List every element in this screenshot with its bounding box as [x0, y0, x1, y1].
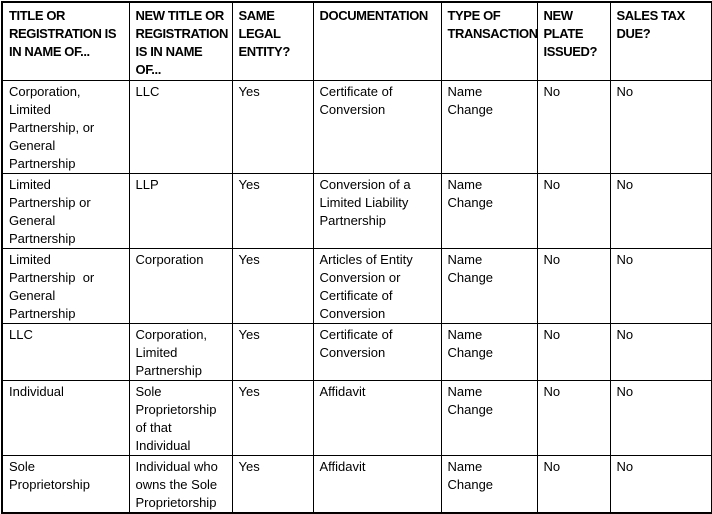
cell-type-of-transaction: Name Change: [440, 79, 538, 174]
column-header-new-plate-issued: NEW PLATE ISSUED?: [536, 1, 611, 81]
cell-new-name: Corporation, Limited Partnership: [128, 322, 233, 381]
cell-same-legal-entity: Yes: [231, 379, 314, 456]
cell-type-of-transaction: Name Change: [440, 247, 538, 324]
table-row: Corporation, Limited Partnership, or Gen…: [1, 79, 712, 174]
cell-new-name: Individual who owns the Sole Proprietors…: [128, 454, 233, 513]
cell-type-of-transaction: Name Change: [440, 322, 538, 381]
cell-old-name: Limited Partnership or General Partnersh…: [1, 172, 130, 249]
column-header-documentation: DOCUMENTATION: [312, 1, 442, 81]
table-row: Limited Partnership or General Partnersh…: [1, 247, 712, 324]
cell-same-legal-entity: Yes: [231, 247, 314, 324]
cell-old-name: Sole Proprietorship: [1, 454, 130, 513]
cell-documentation: Certificate of Conversion: [312, 79, 442, 174]
cell-documentation: Affidavit: [312, 454, 442, 513]
table-row: Individual Sole Proprietorship of that I…: [1, 379, 712, 456]
cell-documentation: Articles of Entity Conversion or Certifi…: [312, 247, 442, 324]
cell-sales-tax-due: No: [609, 172, 712, 249]
cell-new-plate-issued: No: [536, 454, 611, 513]
table-row: Sole Proprietorship Individual who owns …: [1, 454, 712, 513]
cell-new-plate-issued: No: [536, 79, 611, 174]
cell-same-legal-entity: Yes: [231, 79, 314, 174]
cell-old-name: Individual: [1, 379, 130, 456]
cell-new-plate-issued: No: [536, 322, 611, 381]
column-header-same-legal-entity: SAME LEGAL ENTITY?: [231, 1, 314, 81]
cell-new-plate-issued: No: [536, 379, 611, 456]
cell-sales-tax-due: No: [609, 322, 712, 381]
cell-sales-tax-due: No: [609, 454, 712, 513]
column-header-new-title-registration-in-name-of: NEW TITLE OR REGISTRATION IS IN NAME OF.…: [128, 1, 233, 81]
table-row: LLC Corporation, Limited Partnership Yes…: [1, 322, 712, 381]
cell-new-plate-issued: No: [536, 172, 611, 249]
cell-old-name: Corporation, Limited Partnership, or Gen…: [1, 79, 130, 174]
table-row: Limited Partnership or General Partnersh…: [1, 172, 712, 249]
cell-old-name: Limited Partnership or General Partnersh…: [1, 247, 130, 324]
column-header-sales-tax-due: SALES TAX DUE?: [609, 1, 712, 81]
cell-sales-tax-due: No: [609, 79, 712, 174]
cell-sales-tax-due: No: [609, 247, 712, 324]
cell-documentation: Certificate of Conversion: [312, 322, 442, 381]
cell-new-name: Sole Proprietorship of that Individual: [128, 379, 233, 456]
cell-same-legal-entity: Yes: [231, 172, 314, 249]
cell-sales-tax-due: No: [609, 379, 712, 456]
column-header-title-registration-in-name-of: TITLE OR REGISTRATION IS IN NAME OF...: [1, 1, 130, 81]
cell-old-name: LLC: [1, 322, 130, 381]
cell-type-of-transaction: Name Change: [440, 379, 538, 456]
table-header-row: TITLE OR REGISTRATION IS IN NAME OF... N…: [1, 1, 712, 81]
cell-new-name: LLP: [128, 172, 233, 249]
cell-documentation: Conversion of a Limited Liability Partne…: [312, 172, 442, 249]
cell-same-legal-entity: Yes: [231, 454, 314, 513]
cell-type-of-transaction: Name Change: [440, 454, 538, 513]
column-header-type-of-transaction: TYPE OF TRANSACTION: [440, 1, 538, 81]
cell-same-legal-entity: Yes: [231, 322, 314, 381]
cell-new-name: LLC: [128, 79, 233, 174]
cell-type-of-transaction: Name Change: [440, 172, 538, 249]
cell-documentation: Affidavit: [312, 379, 442, 456]
cell-new-name: Corporation: [128, 247, 233, 324]
cell-new-plate-issued: No: [536, 247, 611, 324]
